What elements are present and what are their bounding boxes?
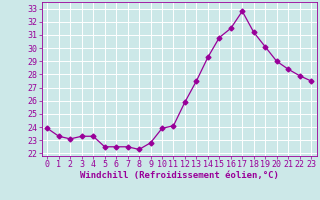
- X-axis label: Windchill (Refroidissement éolien,°C): Windchill (Refroidissement éolien,°C): [80, 171, 279, 180]
